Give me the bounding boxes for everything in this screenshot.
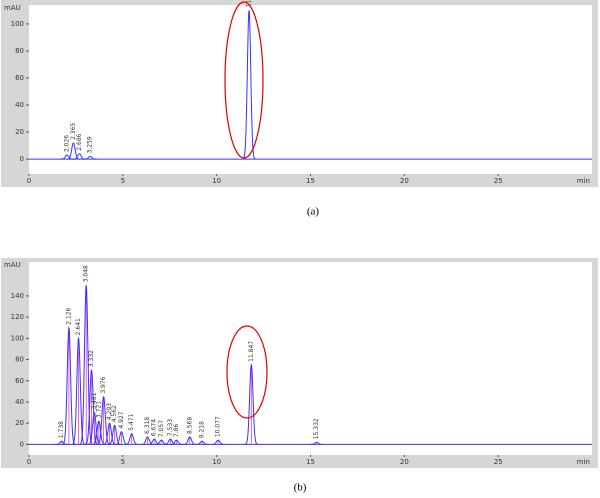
peak-label: 3.332 (88, 350, 95, 367)
peak (242, 10, 256, 160)
y-tick-label: 120 (11, 313, 24, 321)
peak (183, 436, 197, 445)
peak-label: 6.318 (144, 417, 151, 434)
peak (169, 439, 184, 445)
y-tick-label: 0 (20, 155, 24, 163)
peak (96, 395, 111, 445)
peak (244, 363, 259, 445)
y-tick-label: 80 (15, 47, 24, 55)
peak-label: 2.126 (65, 307, 72, 324)
x-axis-label: min (577, 177, 590, 185)
x-tick-label: 10 (212, 177, 221, 185)
peak-label: 11.847 (248, 341, 255, 362)
caption: (b) (294, 482, 307, 494)
peak-label: 2.026 (64, 135, 71, 152)
x-tick-label: 25 (494, 177, 503, 185)
x-tick-label: 15 (306, 177, 315, 185)
peak-label: 4.562 (111, 405, 118, 422)
peak-label: 15.332 (313, 418, 320, 439)
peak-label: 4.293 (106, 403, 113, 420)
x-tick-label: 20 (400, 177, 409, 185)
peak-label: 6.674 (151, 419, 158, 436)
peak-label: 4.927 (118, 411, 125, 428)
peak (54, 440, 69, 445)
x-tick-label: 0 (27, 458, 31, 466)
highlight-ellipse (226, 325, 268, 419)
x-tick-label: 20 (400, 458, 409, 466)
peak (102, 422, 117, 445)
x-tick-label: 10 (212, 458, 221, 466)
peak (195, 440, 209, 445)
y-tick-label: 80 (15, 356, 24, 364)
peak-label: 9.218 (198, 421, 205, 438)
y-tick-label: 100 (11, 334, 24, 342)
y-tick-label: 20 (15, 128, 24, 136)
x-tick-label: 15 (306, 458, 315, 466)
peak-label: 3.259 (87, 136, 94, 153)
peak-label: 7.86 (173, 424, 180, 438)
peak-label: 10.077 (215, 416, 222, 437)
y-tick-label: 40 (15, 398, 24, 406)
peak-label: 2.641 (75, 318, 82, 335)
peak (62, 325, 76, 445)
peak-label: 7.533 (167, 419, 174, 436)
y-tick-label: 140 (11, 292, 24, 300)
y-axis-label: mAU (4, 261, 21, 269)
x-tick-label: 0 (27, 177, 31, 185)
peak-label: 8.568 (186, 417, 193, 434)
peak-label: 11.726 (246, 0, 253, 7)
peak (71, 336, 86, 445)
x-axis-label: min (577, 458, 590, 466)
highlight-ellipse (224, 1, 264, 159)
peak-label: 3.048 (83, 265, 90, 282)
peak-label: 1.738 (58, 421, 65, 438)
peak-label: 3.721 (95, 401, 102, 418)
y-tick-label: 60 (15, 74, 24, 82)
peak (211, 439, 225, 445)
x-tick-label: 5 (121, 177, 125, 185)
y-tick-label: 60 (15, 377, 24, 385)
peak (309, 441, 324, 445)
peak-label: 3.976 (100, 376, 107, 393)
caption: (a) (307, 206, 320, 218)
peak (84, 368, 99, 445)
peak (83, 155, 97, 160)
plot-area (29, 5, 592, 174)
peak (140, 436, 155, 445)
y-tick-label: 100 (11, 20, 24, 28)
peak (147, 438, 161, 445)
peak (107, 424, 122, 445)
peak-label: 5.471 (128, 413, 135, 430)
peak (66, 142, 81, 160)
y-tick-label: 40 (15, 101, 24, 109)
peak-label: 7.057 (158, 420, 165, 437)
x-tick-label: 5 (121, 458, 125, 466)
y-tick-label: 20 (15, 419, 24, 427)
peak-label: 3.481 (91, 392, 98, 409)
plot-area (29, 262, 592, 455)
peak (60, 154, 74, 160)
y-tick-label: 0 (20, 440, 24, 448)
peak-label: 2.686 (76, 133, 83, 150)
peak (163, 438, 178, 445)
y-axis-label: mAU (4, 4, 21, 12)
peak (124, 433, 139, 445)
x-tick-label: 25 (494, 458, 503, 466)
peak-label: 2.365 (70, 123, 77, 140)
